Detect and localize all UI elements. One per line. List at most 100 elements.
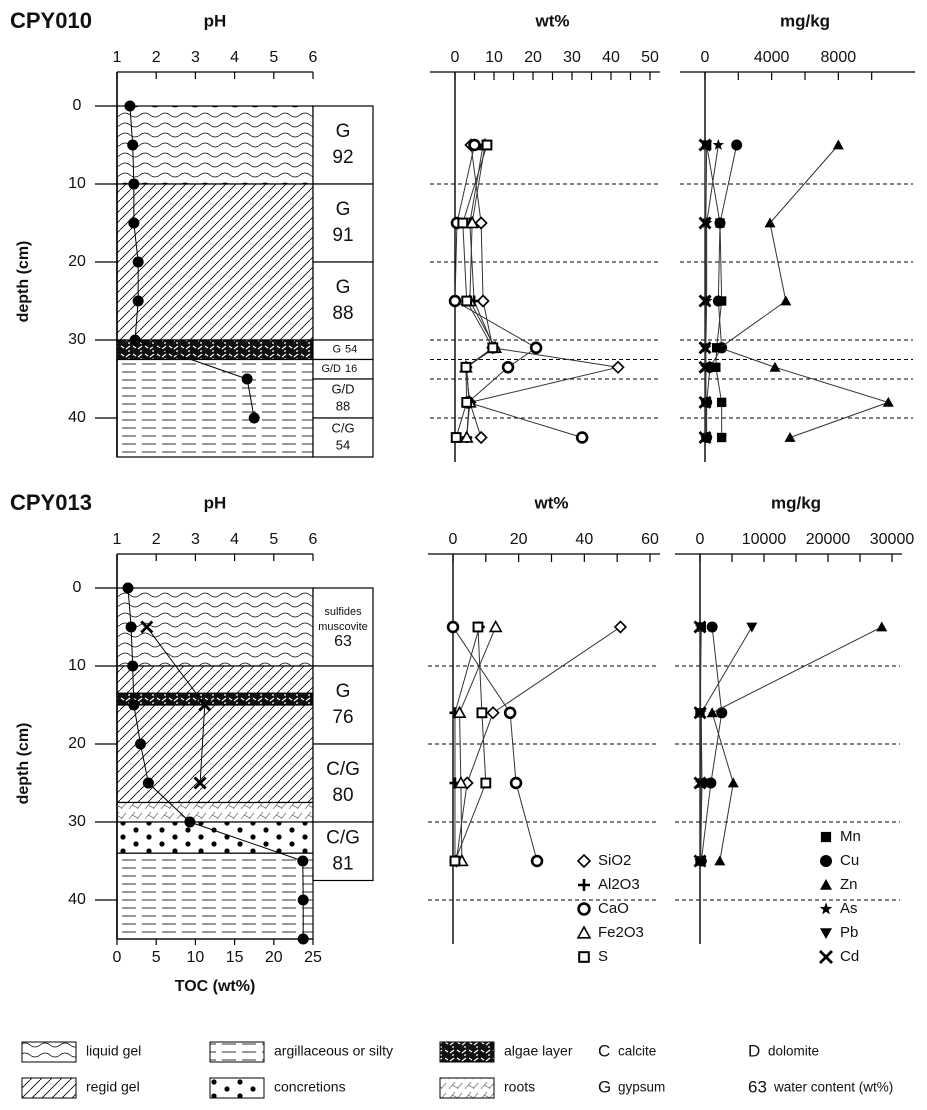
marker: [575, 431, 589, 444]
water-content: 80: [332, 785, 353, 806]
marker: [746, 622, 758, 633]
marker: [698, 360, 712, 374]
legend-swatch: [209, 1077, 265, 1099]
marker: [530, 854, 544, 868]
x-tick-label: 6: [309, 49, 318, 66]
marker: [452, 705, 467, 719]
y-tick-label: 0: [73, 579, 82, 596]
abbreviation-label: calcite: [618, 1044, 656, 1059]
mineral-label: C/G: [326, 827, 360, 848]
x2-tick-label: 0: [113, 949, 122, 966]
marker: [698, 138, 712, 152]
abbreviation-symbol: G: [598, 1077, 611, 1096]
abbreviation-symbol: D: [748, 1041, 760, 1060]
marker: [698, 341, 712, 355]
legend-label: Cd: [840, 948, 859, 965]
series-line: [700, 626, 753, 862]
x-tick-label: 10000: [742, 531, 787, 548]
legend-marker: [578, 879, 590, 891]
marker: [140, 620, 154, 634]
lithology-layer: [116, 852, 314, 940]
marker: [693, 776, 707, 790]
mineral-label: G/D: [331, 381, 354, 396]
water-content: 54: [345, 344, 357, 356]
marker: [714, 342, 726, 353]
x-axis-title: mg/kg: [780, 11, 830, 30]
mineral-box: [312, 105, 374, 185]
marker: [472, 621, 484, 633]
legend-label: Pb: [840, 924, 858, 941]
y-tick-label: 20: [68, 253, 86, 270]
water-content: 92: [332, 147, 353, 168]
marker: [457, 217, 469, 229]
marker: [613, 620, 628, 634]
mineral-label: G: [336, 277, 351, 298]
marker: [248, 412, 260, 424]
marker: [714, 217, 726, 229]
legend-swatch: [439, 1077, 495, 1099]
water-content: 88: [332, 303, 353, 324]
legend-marker: [819, 902, 833, 915]
panel-title: CPY013: [10, 490, 92, 515]
series-line: [452, 626, 538, 862]
legend-swatch: [21, 1077, 77, 1099]
x-tick-label: 8000: [821, 49, 857, 66]
x-tick-label: 5: [269, 531, 278, 548]
x2-tick-label: 10: [187, 949, 205, 966]
series-line: [706, 144, 723, 438]
lithology-layer: [116, 183, 314, 341]
x-tick-label: 3: [191, 531, 200, 548]
marker: [128, 178, 140, 190]
legend-swatch: [439, 1041, 495, 1063]
legend-label: As: [840, 900, 858, 917]
x-tick-label: 5: [269, 49, 278, 66]
legend-label: argillaceous or silty: [274, 1043, 393, 1059]
legend-marker: [820, 879, 832, 890]
marker: [459, 430, 474, 443]
legend-marker: [820, 831, 832, 843]
legend-label: Zn: [840, 876, 858, 893]
series-line: [711, 626, 882, 862]
mineral-label: C/G: [326, 759, 360, 780]
abbreviation-symbol: 63: [748, 1077, 767, 1096]
marker: [198, 698, 212, 712]
marker: [476, 294, 490, 308]
water-content: 54: [336, 437, 350, 452]
y-axis-title: depth (cm): [15, 241, 32, 323]
marker: [142, 777, 154, 789]
mineral-label: G: [336, 199, 351, 220]
marker: [125, 621, 137, 633]
x-axis-title: mg/kg: [771, 493, 821, 512]
series-line: [700, 626, 723, 862]
legend-label: regid gel: [86, 1079, 140, 1095]
x2-axis-title: TOC (wt%): [175, 978, 256, 995]
marker: [450, 432, 462, 443]
marker: [712, 138, 725, 150]
marker: [882, 396, 894, 407]
series-line: [718, 144, 890, 438]
marker: [454, 775, 468, 789]
mineral-box: [312, 743, 374, 823]
marker: [487, 342, 499, 354]
lithology-layer: [116, 821, 314, 854]
legend-marker: [577, 902, 591, 916]
x-tick-label: 20: [510, 531, 528, 548]
marker: [184, 816, 196, 828]
marker: [297, 933, 309, 945]
mineral-label: G/D: [321, 363, 341, 375]
marker: [716, 707, 728, 719]
marker: [706, 707, 718, 718]
legend-label: Cu: [840, 852, 859, 869]
legend-label: concretions: [274, 1079, 346, 1095]
y-tick-label: 10: [68, 175, 86, 192]
legend-label: liquid gel: [86, 1043, 141, 1059]
panel-title: CPY010: [10, 8, 92, 33]
marker: [476, 707, 488, 719]
marker: [297, 855, 309, 867]
y-tick-label: 40: [68, 891, 86, 908]
marker: [698, 216, 712, 230]
marker: [135, 738, 147, 750]
abbreviation-label: gypsum: [618, 1080, 665, 1095]
x-axis-title: wt%: [535, 11, 570, 30]
